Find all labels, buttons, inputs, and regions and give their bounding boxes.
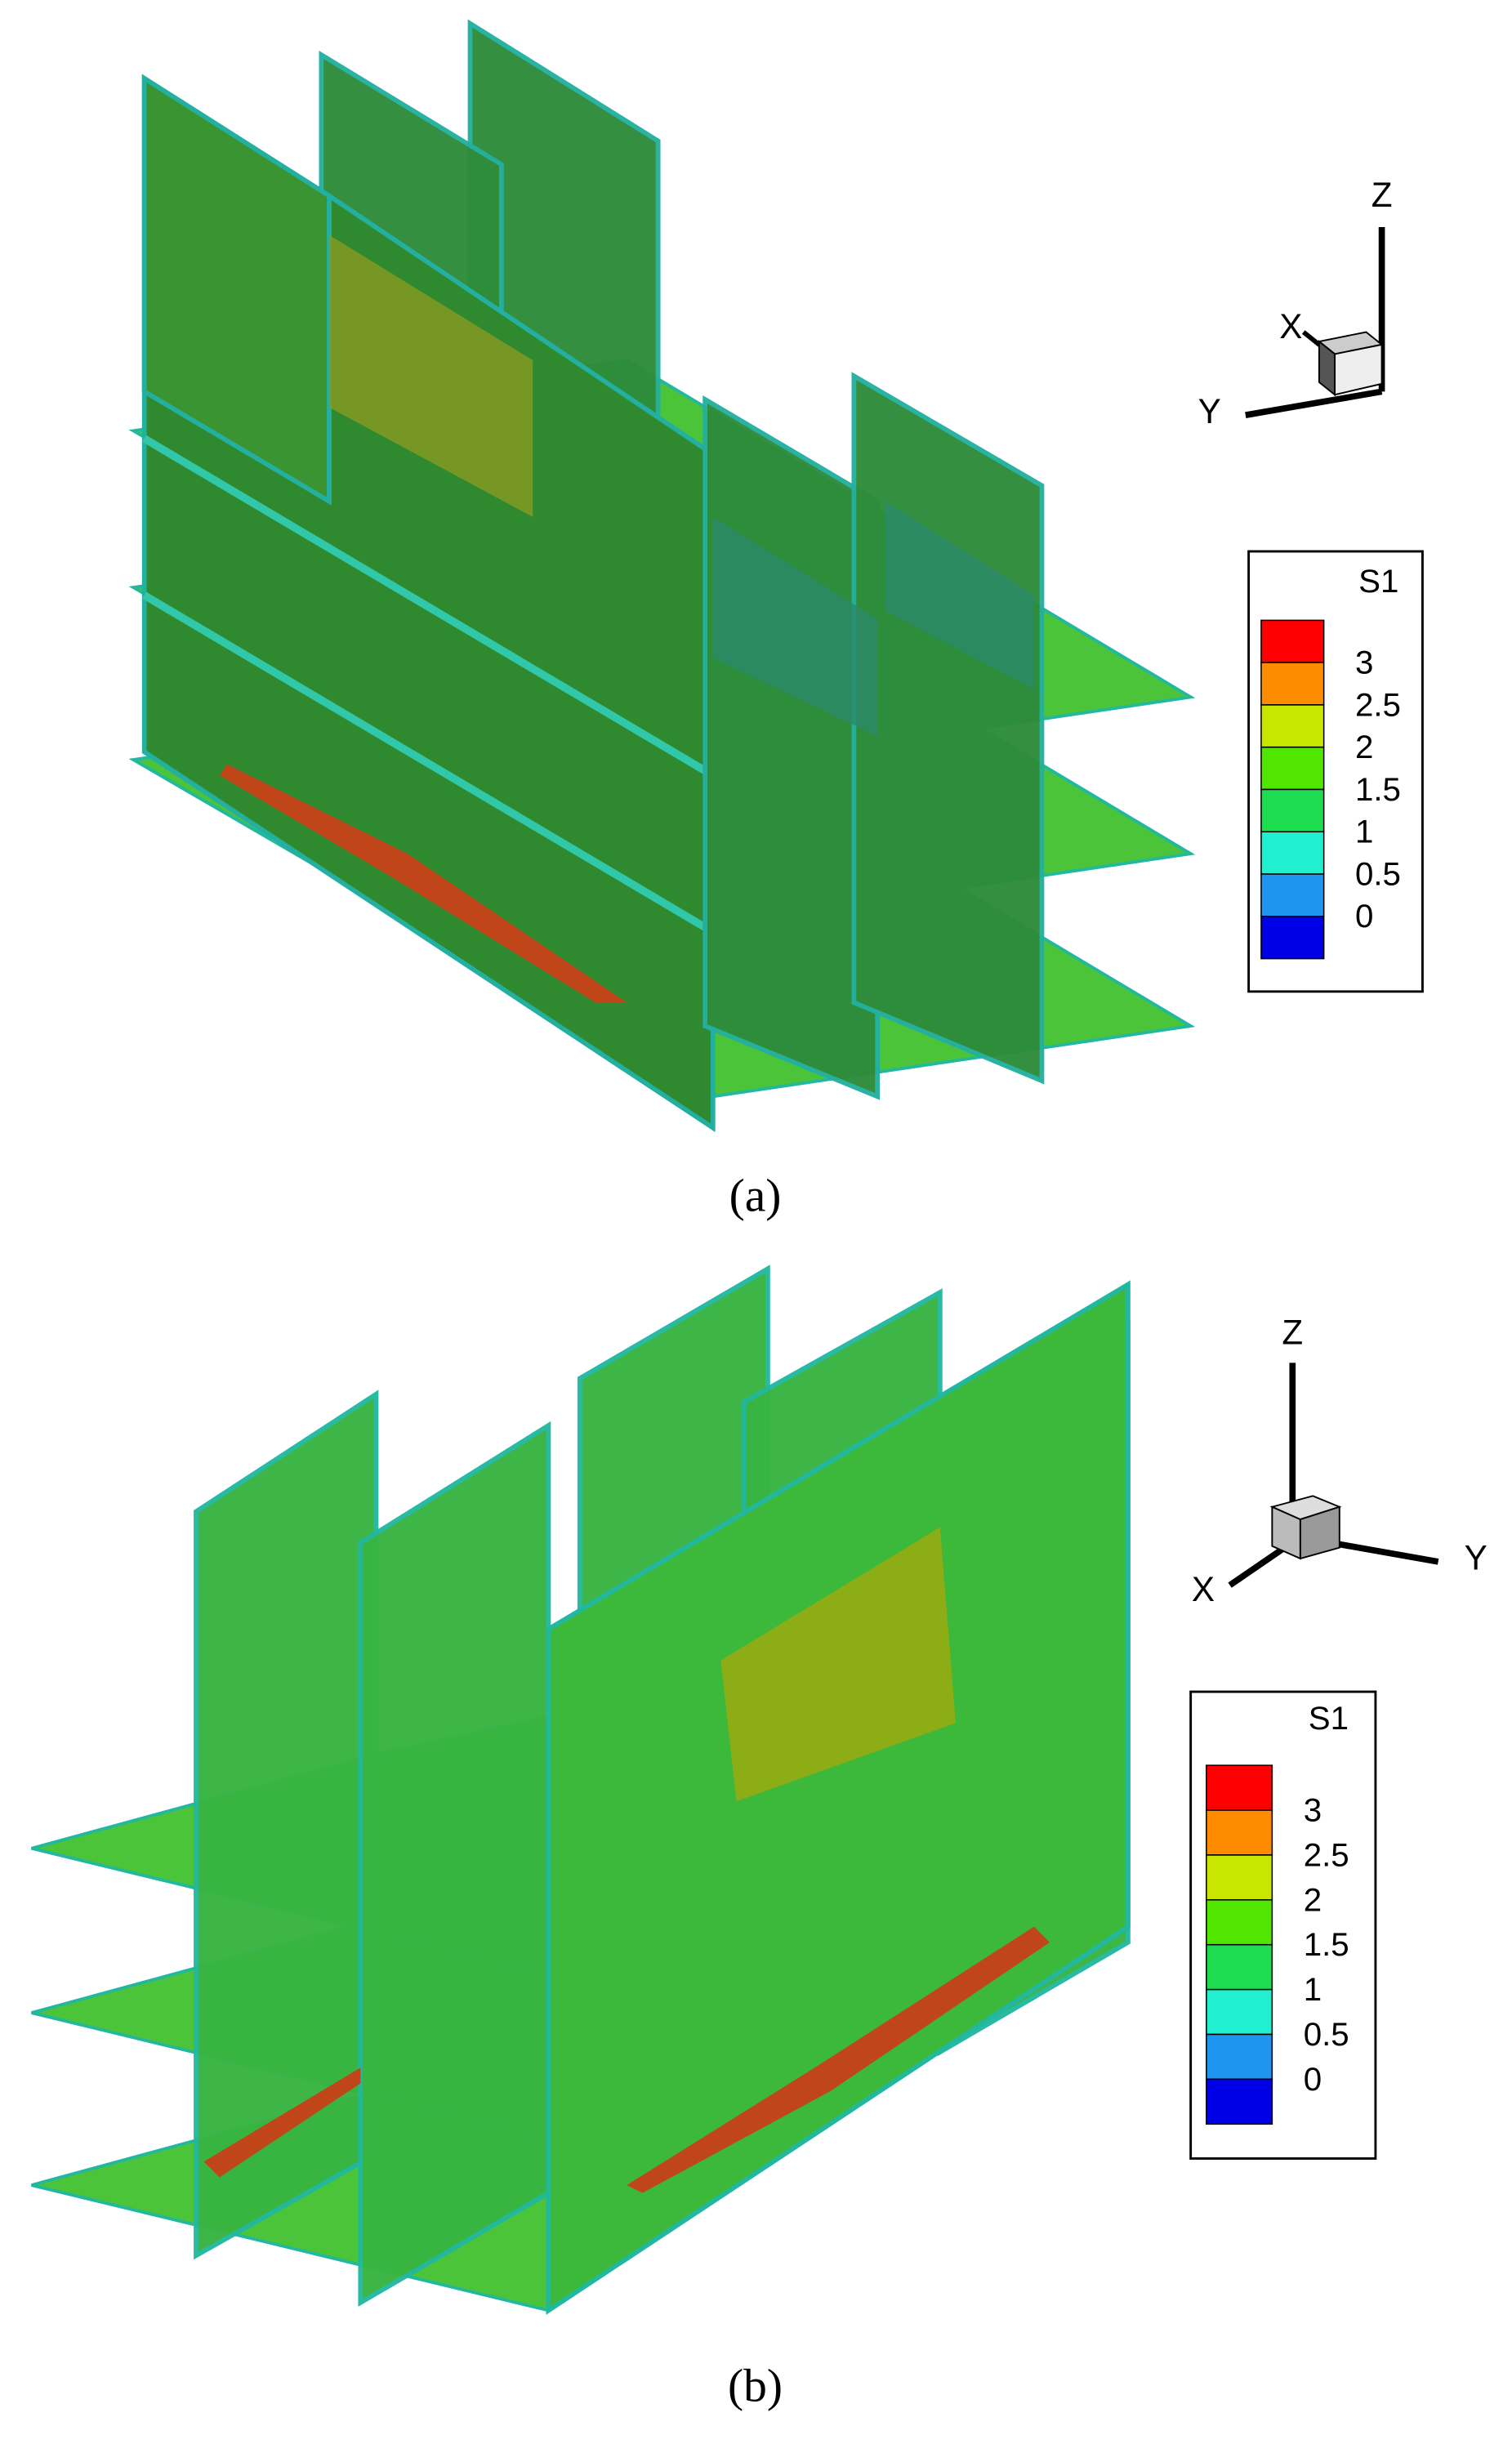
legend-swatch (1206, 1764, 1273, 1811)
contour (627, 1926, 1050, 2193)
legend-swatch (1206, 1899, 1273, 1946)
legend-label: 0 (1355, 898, 1373, 934)
legend-swatch (1260, 619, 1325, 663)
axis-label: Y (1465, 1538, 1487, 1577)
legend-swatch (1260, 704, 1325, 748)
legend-swatch (1260, 746, 1325, 791)
legend-swatch (1206, 1809, 1273, 1856)
cube (1334, 343, 1383, 396)
legend-swatch (1206, 1988, 1273, 2036)
triad-b (1228, 1363, 1439, 1588)
axis-line (1245, 388, 1383, 418)
legend-swatch (1206, 1854, 1273, 1901)
legend-swatch (1260, 831, 1325, 875)
legend-swatch (1260, 873, 1325, 917)
axis-line (1331, 1540, 1439, 1565)
rib (142, 435, 716, 779)
fin (851, 372, 1045, 1085)
legend-swatch (1206, 2033, 1273, 2081)
contour (720, 1527, 956, 1802)
contour (885, 501, 1034, 689)
panel-b-model (31, 1264, 1131, 2315)
caption: (b) (728, 2361, 783, 2412)
contour (203, 2067, 361, 2178)
legend-title: S1 (1358, 563, 1398, 600)
axis-label: X (1279, 307, 1302, 346)
legend-label: 3 (1304, 1791, 1322, 1828)
panel-a-model (128, 19, 1196, 1133)
legend-label: 2.5 (1355, 686, 1401, 723)
legend-swatch (1260, 788, 1325, 833)
rib (142, 591, 716, 936)
axis-line (1228, 1545, 1287, 1588)
legend-swatch (1206, 2078, 1273, 2125)
legend-label: 0.5 (1304, 2016, 1349, 2053)
legend-label: 1 (1355, 814, 1373, 850)
cube (1299, 1505, 1340, 1560)
legend-label: 1.5 (1355, 771, 1401, 808)
legend-title: S1 (1309, 1700, 1349, 1737)
triad-a (1245, 227, 1385, 418)
fin (358, 1421, 551, 2307)
legend-label: 0.5 (1355, 855, 1401, 892)
axis-label: X (1192, 1570, 1215, 1608)
legend-label: 2 (1304, 1881, 1322, 1918)
contour (219, 764, 627, 1003)
legend-label: 3 (1355, 644, 1373, 681)
legend-label: 2.5 (1304, 1836, 1349, 1873)
fin (141, 74, 332, 506)
legend-swatch (1260, 916, 1325, 960)
axis-label: Z (1372, 176, 1393, 214)
caption: (a) (729, 1170, 782, 1221)
legend-swatch (1260, 662, 1325, 706)
cube (1318, 340, 1336, 397)
legend-label: 0 (1304, 2061, 1322, 2098)
legend-label: 1 (1304, 1971, 1322, 2008)
contour (328, 234, 533, 517)
contour (712, 516, 878, 737)
legend-label: 1.5 (1304, 1926, 1349, 1963)
legend-label: 2 (1355, 729, 1373, 765)
axis-label: Z (1282, 1313, 1303, 1351)
legend-swatch (1206, 1943, 1273, 1991)
axis-label: Y (1198, 392, 1221, 430)
